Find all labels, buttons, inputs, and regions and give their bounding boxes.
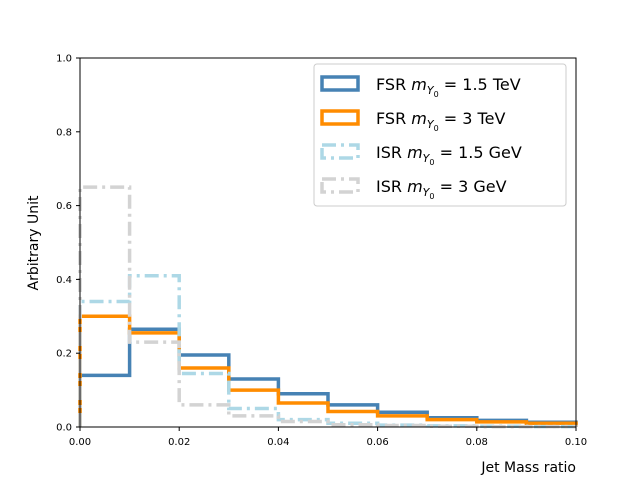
x-tick-label: 0.02 — [168, 437, 190, 448]
y-tick-label: 0.4 — [56, 275, 72, 286]
y-tick-label: 0.6 — [56, 201, 72, 212]
legend-handle-series-0 — [320, 75, 360, 92]
x-tick-label: 0.10 — [565, 437, 587, 448]
legend-label-series-3: ISR mY0 = 3 GeV — [376, 177, 507, 201]
legend-label-series-1: FSR mY0 = 3 TeV — [376, 109, 505, 133]
legend-label-series-0: FSR mY0 = 1.5 TeV — [376, 75, 521, 99]
legend: FSR mY0 = 1.5 TeV FSR mY0 = 3 TeV ISR mY0 … — [313, 63, 567, 207]
x-tick-label: 0.00 — [69, 437, 91, 448]
legend-label-series-2: ISR mY0 = 1.5 GeV — [376, 143, 522, 167]
legend-box — [313, 63, 567, 207]
ticks-layer: 0.00 0.02 0.04 0.06 0.08 0.10 0.0 0.2 0.4 0.6 0.8 1… — [56, 54, 587, 449]
y-tick-label: 0.0 — [56, 423, 72, 434]
y-tick-label: 0.8 — [56, 127, 72, 138]
series-1-step-line — [78, 314, 578, 427]
y-axis-label: Arbitrary Unit — [26, 195, 42, 290]
x-tick-label: 0.04 — [267, 437, 289, 448]
y-tick-label: 0.2 — [56, 349, 72, 360]
legend-handle-series-3 — [320, 177, 360, 194]
y-tick-label: 1.0 — [56, 54, 72, 65]
series-layer — [78, 185, 578, 429]
x-axis-label: Jet Mass ratio — [480, 460, 576, 476]
plot-frame — [79, 57, 577, 428]
legend-handle-series-1 — [320, 109, 360, 126]
x-tick-label: 0.06 — [366, 437, 388, 448]
legend-handle-series-2 — [320, 143, 360, 160]
x-tick-label: 0.08 — [466, 437, 488, 448]
